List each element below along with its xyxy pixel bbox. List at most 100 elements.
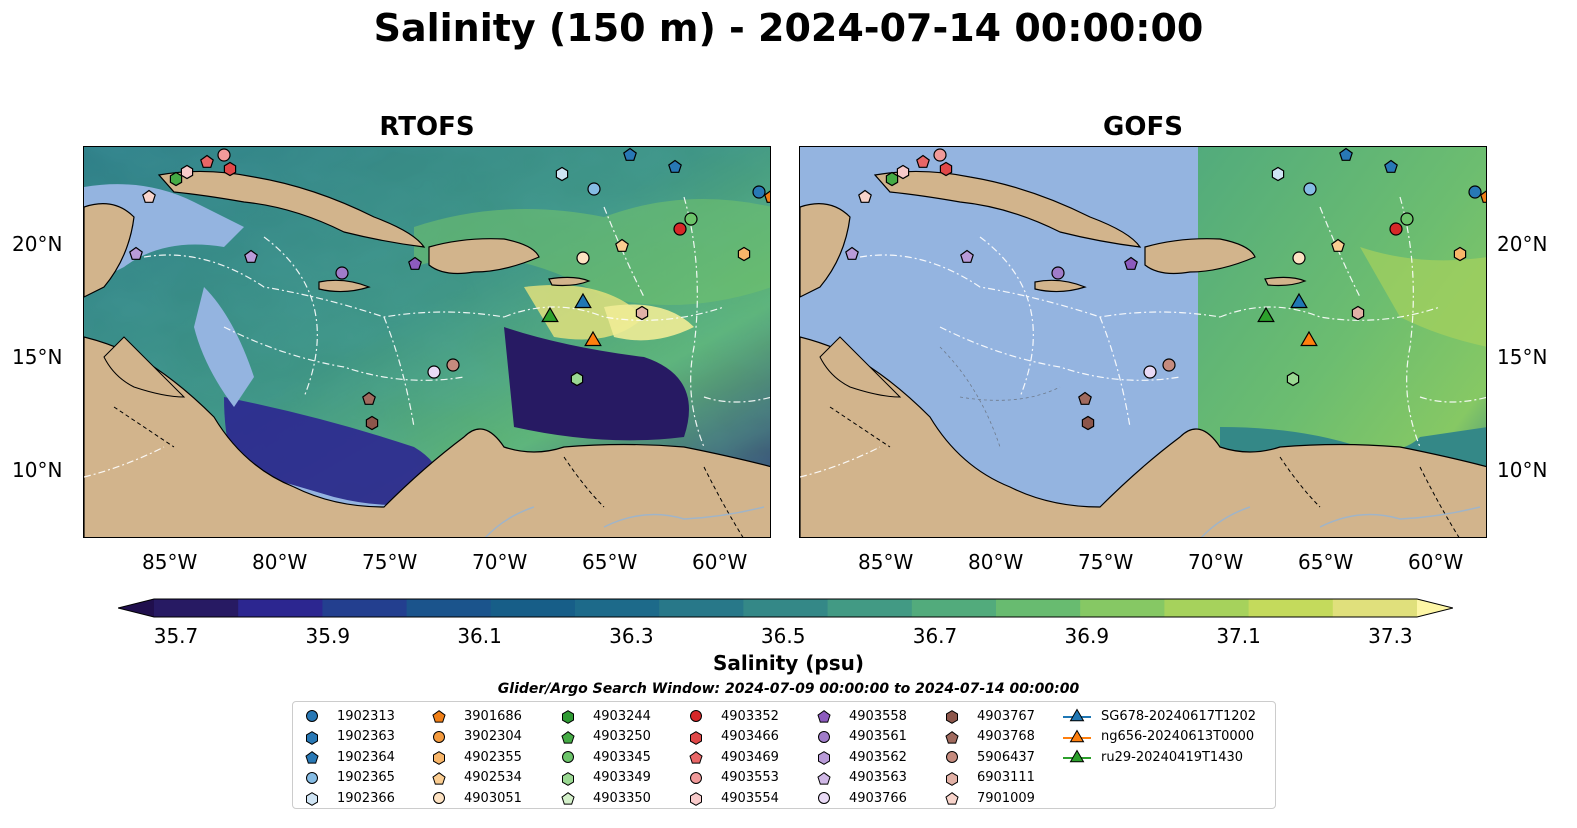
pentagon-marker-icon xyxy=(945,792,959,805)
colorbar-tick-label: 35.7 xyxy=(153,624,199,648)
colorbar-segment xyxy=(238,599,323,617)
legend-item: 1902364 xyxy=(305,747,395,767)
legend-item: 4903554 xyxy=(689,788,779,808)
legend-item-label: 4903558 xyxy=(849,708,907,724)
triangle-marker-icon xyxy=(1063,708,1091,722)
map-marker xyxy=(1143,365,1157,379)
map-marker xyxy=(933,148,947,162)
legend-item: ru29-20240419T1430 xyxy=(1063,747,1243,767)
map-marker xyxy=(570,371,584,387)
circle-marker-icon xyxy=(818,792,830,804)
map-marker xyxy=(365,415,379,431)
legend-item-label: 4903554 xyxy=(721,790,779,806)
pentagon-marker-icon xyxy=(432,710,446,723)
map-rtofs[interactable] xyxy=(83,146,771,538)
legend-item: 4903562 xyxy=(817,747,907,767)
legend-item: 4903766 xyxy=(817,788,907,808)
colorbar-segment xyxy=(911,599,997,617)
legend-item: 1902365 xyxy=(305,768,395,788)
map-marker xyxy=(673,222,687,236)
map-marker xyxy=(668,159,682,173)
hexagon-marker-icon xyxy=(946,771,958,786)
legend-item: 4903563 xyxy=(817,768,907,788)
colorbar xyxy=(117,598,1454,618)
legend-item-label: 3902304 xyxy=(464,729,522,744)
map-marker xyxy=(362,391,376,405)
colorbar-tick-label: 36.9 xyxy=(1064,624,1110,648)
legend-item-label: 4903766 xyxy=(849,790,907,806)
legend-item-label: 6903111 xyxy=(977,770,1035,785)
circle-marker-icon xyxy=(690,771,702,784)
colorbar-segment xyxy=(1080,599,1165,617)
legend-item-label: ng656-20240613T0000 xyxy=(1101,729,1255,744)
pentagon-marker-icon xyxy=(561,730,575,744)
hexagon-marker-icon xyxy=(690,730,702,745)
legend-item-label: 4903561 xyxy=(849,729,907,744)
map-marker xyxy=(1389,222,1403,236)
map-marker xyxy=(1081,415,1095,431)
legend-item-label: 4902534 xyxy=(464,770,522,785)
map-marker xyxy=(1303,182,1317,196)
legend-item-label: 3901686 xyxy=(464,708,522,724)
map-marker xyxy=(576,251,590,265)
map-rtofs-canvas xyxy=(84,147,770,537)
legend-item: 7901009 xyxy=(945,788,1035,808)
map-marker xyxy=(737,246,751,262)
legend-item: 4903349 xyxy=(561,768,651,788)
legend-item-label: 1902366 xyxy=(337,790,395,806)
legend-item-label: 4903553 xyxy=(721,770,779,785)
colorbar-tick-label: 36.1 xyxy=(457,624,502,648)
colorbar-tick-label: 36.5 xyxy=(760,624,806,648)
legend-item-label: 4903352 xyxy=(721,708,779,724)
legend-item: 1902313 xyxy=(305,706,395,726)
legend-title: Glider/Argo Search Window: 2024-07-09 00… xyxy=(497,681,1080,697)
map-marker xyxy=(858,189,872,203)
legend-item: 4903767 xyxy=(945,706,1035,726)
circle-marker-icon xyxy=(690,710,702,722)
map-marker xyxy=(244,249,258,263)
legend-item: 4903250 xyxy=(561,727,651,747)
map-marker xyxy=(1286,371,1300,387)
colorbar-bar xyxy=(117,598,1454,618)
pentagon-marker-icon xyxy=(432,771,446,785)
circle-marker-icon xyxy=(306,710,318,722)
map-marker xyxy=(1480,190,1486,203)
pentagon-marker-icon xyxy=(817,710,831,723)
map-gofs-canvas xyxy=(800,147,1486,537)
map-marker xyxy=(764,190,770,203)
circle-marker-icon xyxy=(562,751,574,763)
pentagon-marker-icon xyxy=(945,730,959,744)
legend-item-label: ru29-20240419T1430 xyxy=(1101,749,1244,765)
map-marker xyxy=(587,182,601,196)
lat-tick-label-right: 10°N xyxy=(1497,458,1548,482)
legend-item: 1902366 xyxy=(305,788,395,808)
lat-tick-label-left: 15°N xyxy=(12,345,63,369)
map-marker xyxy=(217,148,231,162)
legend-item: 4903768 xyxy=(945,727,1035,747)
legend-item: 3901686 xyxy=(432,706,522,726)
colorbar-segment xyxy=(1248,599,1334,617)
legend-item: 4902534 xyxy=(432,768,522,788)
hexagon-marker-icon xyxy=(306,792,318,806)
legend-item: 4903466 xyxy=(689,727,779,747)
map-gofs[interactable] xyxy=(799,146,1487,538)
triangle-marker-icon xyxy=(1063,749,1091,763)
legend-item: 4903352 xyxy=(689,706,779,726)
map-marker xyxy=(1331,238,1345,252)
map-marker xyxy=(1468,185,1482,199)
circle-marker-icon xyxy=(433,730,445,743)
legend-item: 4903561 xyxy=(817,727,907,747)
colorbar-segment xyxy=(1164,599,1250,617)
legend-item: 4902355 xyxy=(432,747,522,767)
colorbar-segment xyxy=(490,599,576,617)
colorbar-segment xyxy=(322,599,408,617)
legend-item-label: 7901009 xyxy=(977,790,1035,806)
map-marker xyxy=(408,256,422,270)
map-marker xyxy=(223,161,237,177)
colorbar-tick-label: 36.3 xyxy=(609,624,654,648)
lat-tick-label-left: 20°N xyxy=(12,232,63,256)
map-marker xyxy=(1078,391,1092,405)
map-marker xyxy=(1351,305,1365,321)
colorbar-segment xyxy=(406,599,492,617)
legend: 1902313 1902363 1902364 1902365 1902366 39016… xyxy=(292,701,1276,809)
